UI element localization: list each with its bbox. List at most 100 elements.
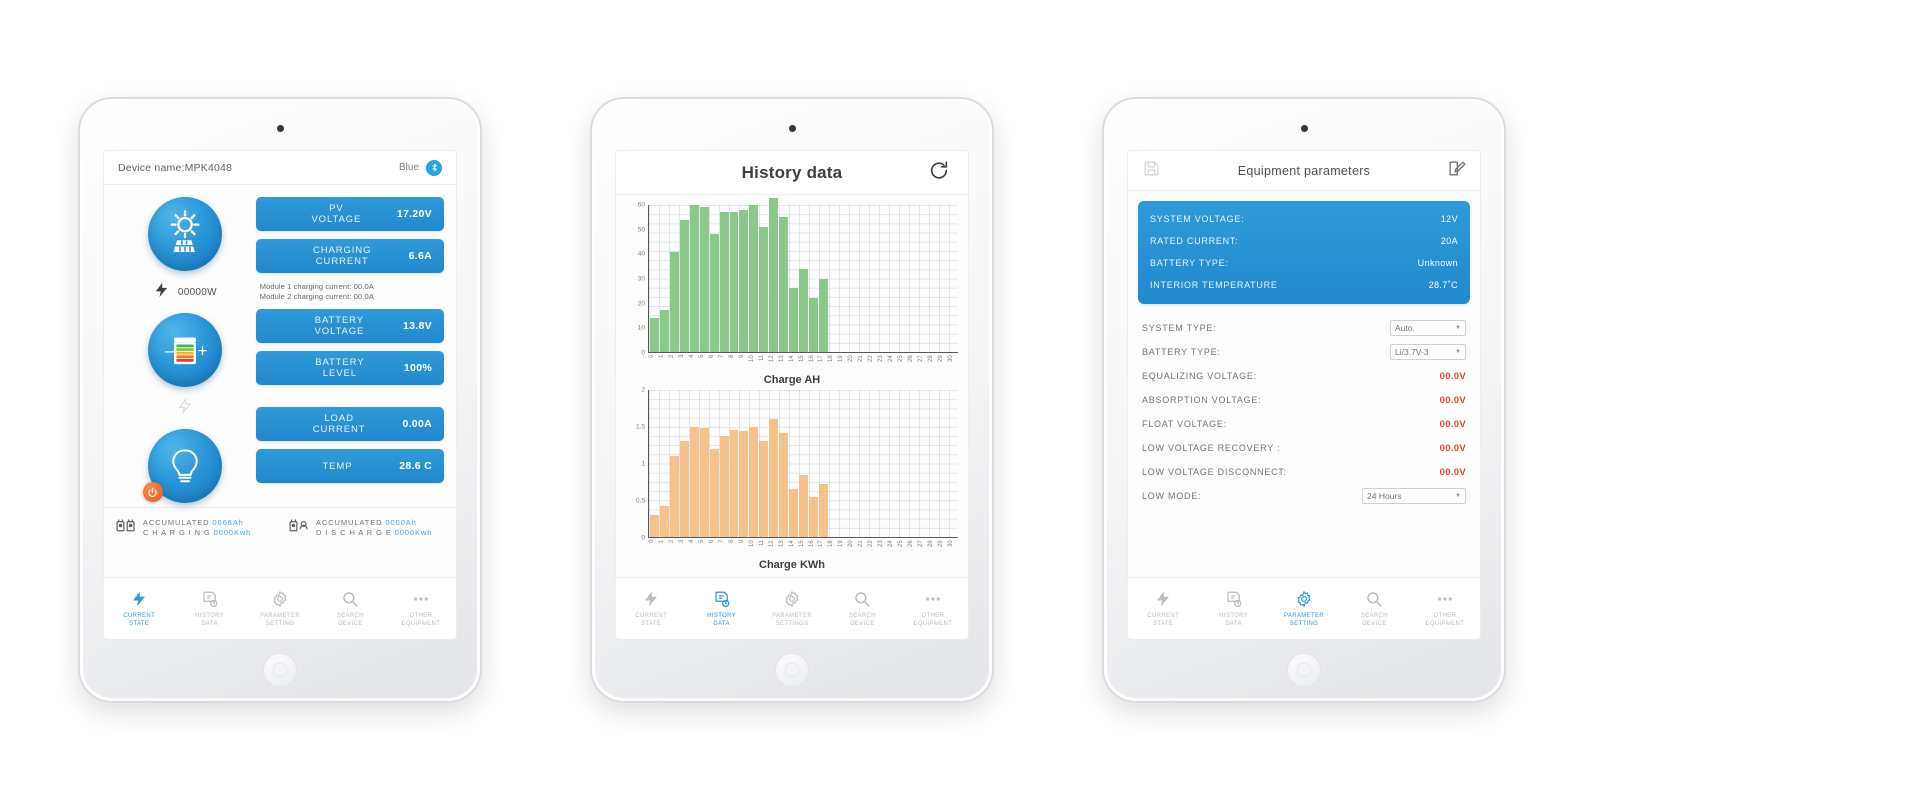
metric-charging-current[interactable]: CHARGING CURRENT 6.6A: [255, 239, 444, 273]
tab-search device[interactable]: SEARCH DEVICE: [315, 589, 385, 628]
y-tick: 30: [637, 275, 645, 283]
x-tick-label: 6: [708, 540, 715, 544]
more-icon: [412, 589, 430, 609]
x-tick-label: 7: [718, 540, 725, 544]
bar: [659, 310, 669, 352]
tab-parameter setting[interactable]: PARAMETER SETTING: [245, 589, 315, 628]
tab-parameter settings[interactable]: PARAMETER SETTINGS: [757, 589, 827, 628]
metric-temp[interactable]: TEMP 28.6 C: [255, 449, 444, 483]
x-tick-label: 16: [808, 355, 815, 362]
metric-load-current[interactable]: LOAD CURRENT 0.00A: [255, 407, 444, 441]
bar: [650, 514, 659, 537]
power-button-icon[interactable]: [142, 482, 163, 502]
parameter-label: ABSORPTION VOLTAGE:: [1142, 395, 1262, 405]
tab-label: SEARCH DEVICE: [848, 613, 876, 627]
tablet-device-current-state: Device name:MPK4048 Blue: [78, 97, 482, 703]
history-icon: [713, 589, 731, 609]
x-tick-label: 29: [938, 355, 945, 362]
parameter-value: Unknown: [1417, 258, 1458, 268]
app-screen-current-state: Device name:MPK4048 Blue: [104, 151, 456, 639]
metric-value: 100%: [403, 362, 432, 374]
accum-label: D I S C H A R G E: [316, 528, 392, 537]
parameter-row[interactable]: SYSTEM TYPE: Auto. ▼: [1142, 316, 1466, 340]
y-tick: 1: [641, 460, 645, 468]
home-button[interactable]: [263, 653, 297, 687]
tab-label: PARAMETER SETTING: [259, 613, 301, 627]
solar-to-battery-connector: 00000W: [116, 271, 254, 313]
bar: [769, 419, 779, 537]
parameter-row[interactable]: FLOAT VOLTAGE: 00.0V: [1142, 412, 1466, 436]
home-button[interactable]: [775, 653, 809, 687]
parameter-row[interactable]: EQUALIZING VOLTAGE: 00.0V: [1142, 364, 1466, 388]
light-bulb-icon[interactable]: [142, 429, 222, 503]
parameter-row[interactable]: LOW MODE: 24 Hours ▼: [1142, 484, 1466, 508]
metric-battery-level[interactable]: BATTERY LEVEL 100%: [255, 351, 444, 385]
parameter-value[interactable]: 00.0V: [1439, 466, 1466, 478]
x-tick-label: 24: [888, 355, 895, 362]
x-tick-label: 9: [738, 540, 745, 544]
tab-current state[interactable]: CURRENT STATE: [616, 589, 686, 628]
bolt-icon: [153, 280, 170, 305]
save-icon[interactable]: [1142, 159, 1161, 183]
tab-other equipment[interactable]: OTHER EQUIPMENT: [386, 589, 456, 628]
battery-icon[interactable]: – +: [147, 313, 222, 387]
refresh-icon[interactable]: [928, 159, 950, 186]
parameter-value[interactable]: 00.0V: [1439, 418, 1466, 430]
x-tick-label: 30: [948, 355, 955, 362]
parameter-value[interactable]: 00.0V: [1439, 394, 1466, 406]
tab-search device[interactable]: SEARCH DEVICE: [1339, 589, 1409, 628]
x-tick-label: 0: [649, 540, 655, 544]
tablet-device-history-data: History data 0 10 20 30 40 50 60: [590, 97, 994, 703]
parameter-row[interactable]: ABSORPTION VOLTAGE: 00.0V: [1142, 388, 1466, 412]
bluetooth-icon[interactable]: [426, 159, 442, 176]
tab-parameter setting[interactable]: PARAMETER SETTING: [1269, 589, 1339, 628]
parameter-label: INTERIOR TEMPERATURE: [1150, 280, 1278, 290]
x-tick-label: 2: [668, 540, 675, 544]
tab-history data[interactable]: HISTORY DATA: [1198, 589, 1268, 628]
parameters-header: Equipment parameters: [1128, 151, 1480, 191]
edit-icon[interactable]: [1447, 159, 1466, 183]
accum-label: ACCUMULATED: [316, 518, 383, 527]
parameter-row[interactable]: LOW VOLTAGE RECOVERY : 00.0V: [1142, 436, 1466, 460]
y-tick: 0.5: [635, 497, 645, 505]
parameter-select[interactable]: Li/3.7V-3 ▼: [1390, 344, 1466, 360]
readonly-parameters-panel: SYSTEM VOLTAGE: 12V RATED CURRENT: 20A BATTE…: [1138, 201, 1470, 304]
bar: [659, 506, 669, 537]
tab-history data[interactable]: HISTORY DATA: [174, 589, 244, 628]
metric-battery-voltage[interactable]: BATTERY VOLTAGE 13.8V: [255, 309, 444, 343]
tab-other equipment[interactable]: OTHER EQUIPMENT: [1410, 589, 1480, 628]
history-icon: [1225, 589, 1243, 609]
x-tick-label: 18: [828, 540, 835, 547]
tab-other equipment[interactable]: OTHER EQUIPMENT: [898, 589, 968, 628]
solar-panel-icon[interactable]: [147, 197, 222, 271]
parameter-label: BATTERY TYPE:: [1150, 258, 1229, 268]
tab-search device[interactable]: SEARCH DEVICE: [827, 589, 897, 628]
parameter-select[interactable]: 24 Hours ▼: [1362, 488, 1466, 504]
metric-pv-voltage[interactable]: PV VOLTAGE 17.20V: [255, 197, 444, 231]
bar: [679, 219, 689, 352]
parameter-value[interactable]: 00.0V: [1439, 370, 1466, 382]
accum-value: 0000Kwh: [394, 528, 433, 537]
parameter-row[interactable]: BATTERY TYPE: Li/3.7V-3 ▼: [1142, 340, 1466, 364]
parameter-select[interactable]: Auto. ▼: [1390, 320, 1466, 336]
parameter-row[interactable]: LOW VOLTAGE DISCONNECT: 00.0V: [1142, 460, 1466, 484]
search-icon: [341, 589, 359, 609]
tab-current state[interactable]: CURRENT STATE: [104, 589, 174, 628]
home-button[interactable]: [1287, 653, 1321, 687]
bar: [789, 288, 799, 352]
accumulated-discharge: ACCUMULATED 0000Ah D I S C H A R G E 000…: [289, 517, 444, 539]
bar: [769, 197, 779, 352]
tab-history data[interactable]: HISTORY DATA: [686, 589, 756, 628]
parameter-value[interactable]: 00.0V: [1439, 442, 1466, 454]
select-value: 24 Hours: [1367, 491, 1402, 501]
bar: [729, 212, 739, 352]
x-tick-label: 20: [848, 355, 855, 362]
x-tick-label: 28: [928, 540, 935, 547]
metric-value: 13.8V: [403, 320, 432, 332]
gear-icon: [783, 589, 801, 609]
bar: [779, 432, 789, 537]
history-header: History data: [616, 151, 968, 195]
tab-current state[interactable]: CURRENT STATE: [1128, 589, 1198, 628]
parameter-label: RATED CURRENT:: [1150, 236, 1239, 246]
